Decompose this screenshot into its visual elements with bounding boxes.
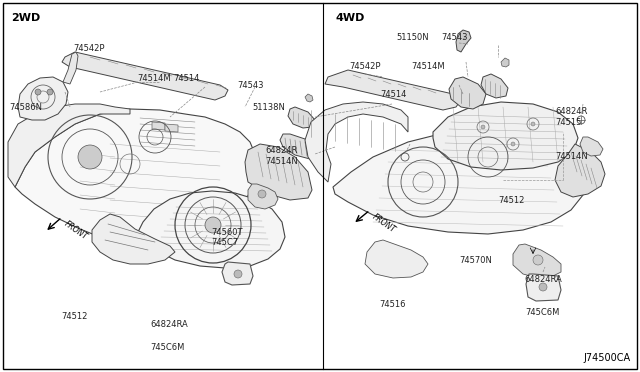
- Text: 64824RA: 64824RA: [525, 275, 563, 284]
- Polygon shape: [325, 70, 461, 110]
- Polygon shape: [305, 94, 313, 102]
- Circle shape: [234, 270, 242, 278]
- Text: 74560T: 74560T: [211, 228, 243, 237]
- Circle shape: [258, 190, 266, 198]
- Circle shape: [78, 145, 102, 169]
- Polygon shape: [433, 102, 578, 170]
- Polygon shape: [138, 191, 285, 268]
- Polygon shape: [513, 244, 561, 278]
- Circle shape: [533, 255, 543, 265]
- Text: 74512: 74512: [498, 196, 524, 205]
- Polygon shape: [280, 134, 325, 159]
- Text: 51138N: 51138N: [253, 103, 285, 112]
- Text: 64824RA: 64824RA: [150, 320, 188, 329]
- Polygon shape: [555, 144, 605, 197]
- Text: 74514: 74514: [173, 74, 199, 83]
- Polygon shape: [449, 77, 486, 109]
- Polygon shape: [333, 128, 588, 234]
- Circle shape: [47, 89, 53, 95]
- Text: 74570N: 74570N: [460, 256, 492, 265]
- Text: 74514N: 74514N: [556, 153, 588, 161]
- Polygon shape: [305, 102, 408, 182]
- Polygon shape: [526, 274, 561, 301]
- Polygon shape: [288, 107, 315, 128]
- Text: 74514M: 74514M: [138, 74, 172, 83]
- Polygon shape: [63, 52, 78, 84]
- Circle shape: [531, 122, 535, 126]
- Text: 51150N: 51150N: [397, 33, 429, 42]
- Circle shape: [481, 125, 485, 129]
- Polygon shape: [62, 52, 228, 100]
- Text: 74514N: 74514N: [266, 157, 298, 166]
- Polygon shape: [152, 122, 165, 130]
- Text: FRONT: FRONT: [63, 219, 90, 241]
- Circle shape: [205, 217, 221, 233]
- Text: J74500CA: J74500CA: [583, 353, 630, 363]
- Polygon shape: [456, 30, 471, 52]
- Text: 745C6M: 745C6M: [150, 343, 185, 352]
- Polygon shape: [222, 262, 253, 285]
- Polygon shape: [18, 77, 68, 120]
- Text: 64824R: 64824R: [556, 107, 588, 116]
- Text: 74586N: 74586N: [10, 103, 43, 112]
- Text: 745C6M: 745C6M: [525, 308, 559, 317]
- Polygon shape: [365, 240, 428, 278]
- Text: 74542P: 74542P: [349, 62, 380, 71]
- Text: 74542P: 74542P: [74, 44, 105, 53]
- Text: 74543: 74543: [237, 81, 263, 90]
- Circle shape: [511, 142, 515, 146]
- Text: 74543: 74543: [442, 33, 468, 42]
- Polygon shape: [501, 58, 509, 67]
- Text: 74514: 74514: [380, 90, 406, 99]
- Text: 745C7: 745C7: [211, 238, 238, 247]
- Polygon shape: [165, 124, 178, 132]
- Text: 64824R: 64824R: [266, 146, 298, 155]
- Polygon shape: [92, 214, 175, 264]
- Circle shape: [539, 283, 547, 291]
- Polygon shape: [481, 74, 508, 98]
- Text: 2WD: 2WD: [12, 13, 41, 23]
- Circle shape: [35, 89, 41, 95]
- Polygon shape: [580, 137, 603, 156]
- Text: 74516: 74516: [380, 300, 406, 309]
- Text: 74514M: 74514M: [411, 62, 445, 71]
- Polygon shape: [245, 144, 312, 200]
- Polygon shape: [248, 184, 278, 209]
- Polygon shape: [15, 109, 255, 246]
- Polygon shape: [8, 104, 130, 187]
- Text: 74515: 74515: [556, 118, 582, 126]
- Text: 74512: 74512: [61, 312, 87, 321]
- Text: FRONT: FRONT: [371, 212, 397, 234]
- Text: 4WD: 4WD: [336, 13, 365, 23]
